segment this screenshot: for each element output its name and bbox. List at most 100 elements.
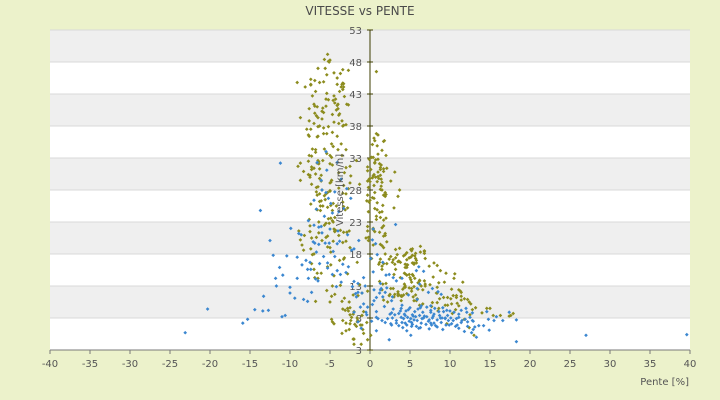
data-point-series-1 (308, 173, 312, 178)
data-point-series-2 (374, 309, 379, 314)
data-point-series-2 (391, 307, 396, 311)
data-point-series-2 (308, 260, 312, 265)
data-point-series-1 (316, 124, 320, 129)
data-point-series-2 (446, 318, 451, 323)
data-point-series-1 (321, 80, 326, 84)
data-point-series-1 (300, 243, 304, 247)
y-tick-label: 18 (349, 250, 362, 261)
data-point-series-2 (394, 318, 399, 323)
data-point-series-1 (336, 186, 341, 190)
data-point-series-1 (365, 168, 370, 173)
data-point-series-1 (352, 337, 356, 341)
data-point-series-1 (325, 205, 330, 210)
data-point-series-1 (342, 296, 347, 300)
data-point-series-2 (420, 310, 425, 315)
data-point-series-2 (261, 294, 266, 299)
data-point-series-1 (372, 161, 377, 165)
data-point-series-2 (424, 305, 429, 309)
data-point-series-1 (459, 290, 464, 295)
data-point-series-1 (376, 133, 380, 137)
data-point-series-1 (488, 306, 492, 311)
data-point-series-2 (331, 249, 336, 254)
data-point-series-2 (335, 241, 340, 246)
data-point-series-1 (370, 195, 375, 200)
x-tick-label: -5 (325, 359, 335, 370)
data-point-series-2 (406, 307, 411, 312)
data-point-series-1 (399, 294, 404, 299)
data-point-series-1 (320, 158, 325, 163)
data-point-series-1 (387, 257, 392, 261)
data-point-series-2 (438, 316, 443, 320)
data-point-series-1 (344, 147, 348, 152)
data-point-series-2 (288, 226, 293, 231)
chart-title: VITESSE vs PENTE (305, 4, 414, 18)
data-point-series-1 (378, 165, 383, 170)
data-point-series-1 (480, 311, 484, 315)
data-point-series-1 (423, 256, 428, 261)
data-point-series-2 (432, 321, 436, 325)
x-tick-label: -35 (82, 359, 98, 370)
data-point-series-1 (396, 259, 401, 263)
data-point-series-1 (449, 287, 454, 292)
data-point-series-2 (389, 323, 394, 327)
data-point-series-1 (441, 295, 446, 300)
data-points (183, 52, 689, 347)
data-point-series-2 (372, 298, 376, 303)
data-point-series-1 (357, 182, 362, 187)
data-point-series-2 (378, 288, 383, 292)
data-point-series-2 (419, 321, 424, 325)
data-point-series-1 (341, 123, 346, 128)
data-point-series-1 (346, 68, 351, 73)
data-point-series-2 (245, 317, 250, 322)
data-point-series-2 (444, 323, 448, 327)
data-point-series-2 (324, 168, 329, 172)
data-point-series-2 (336, 229, 340, 233)
data-point-series-2 (356, 290, 360, 295)
data-point-series-1 (324, 91, 329, 96)
data-point-series-1 (342, 170, 347, 175)
data-point-series-2 (337, 239, 342, 244)
data-point-series-1 (324, 104, 328, 108)
x-tick-label: 35 (644, 359, 657, 370)
data-point-series-2 (444, 308, 449, 313)
data-point-series-1 (396, 293, 400, 298)
data-point-series-1 (314, 113, 319, 118)
data-point-series-1 (347, 300, 352, 304)
data-point-series-2 (300, 263, 304, 267)
data-point-series-1 (380, 188, 384, 192)
data-point-series-2 (316, 279, 320, 283)
data-point-series-2 (316, 242, 321, 247)
data-point-series-1 (328, 216, 333, 220)
data-point-series-2 (407, 319, 412, 324)
data-point-series-2 (507, 310, 512, 315)
data-point-series-2 (384, 273, 388, 277)
x-tick-label: 25 (564, 359, 577, 370)
data-point-series-1 (306, 159, 311, 164)
data-point-series-1 (337, 112, 342, 116)
data-point-series-1 (368, 333, 373, 338)
data-point-series-2 (403, 321, 408, 325)
data-point-series-2 (398, 309, 403, 313)
data-point-series-1 (460, 280, 465, 284)
data-point-series-1 (348, 164, 352, 169)
data-point-series-2 (361, 302, 366, 306)
data-point-series-1 (321, 126, 326, 130)
data-point-series-2 (313, 277, 318, 281)
data-point-series-1 (328, 300, 332, 304)
data-point-series-1 (384, 166, 389, 171)
data-point-series-2 (415, 318, 420, 323)
data-point-series-2 (332, 190, 337, 194)
data-point-series-1 (330, 112, 335, 117)
data-point-series-2 (365, 305, 370, 309)
data-point-series-1 (340, 318, 345, 323)
data-point-series-1 (309, 154, 314, 158)
data-point-series-2 (448, 309, 452, 313)
data-point-series-1 (345, 206, 350, 210)
data-point-series-2 (349, 248, 354, 252)
data-point-series-1 (361, 331, 366, 336)
data-point-series-2 (356, 281, 360, 286)
data-point-series-2 (435, 325, 440, 329)
data-point-series-2 (426, 290, 431, 295)
data-point-series-2 (314, 250, 319, 254)
data-point-series-2 (327, 241, 332, 245)
